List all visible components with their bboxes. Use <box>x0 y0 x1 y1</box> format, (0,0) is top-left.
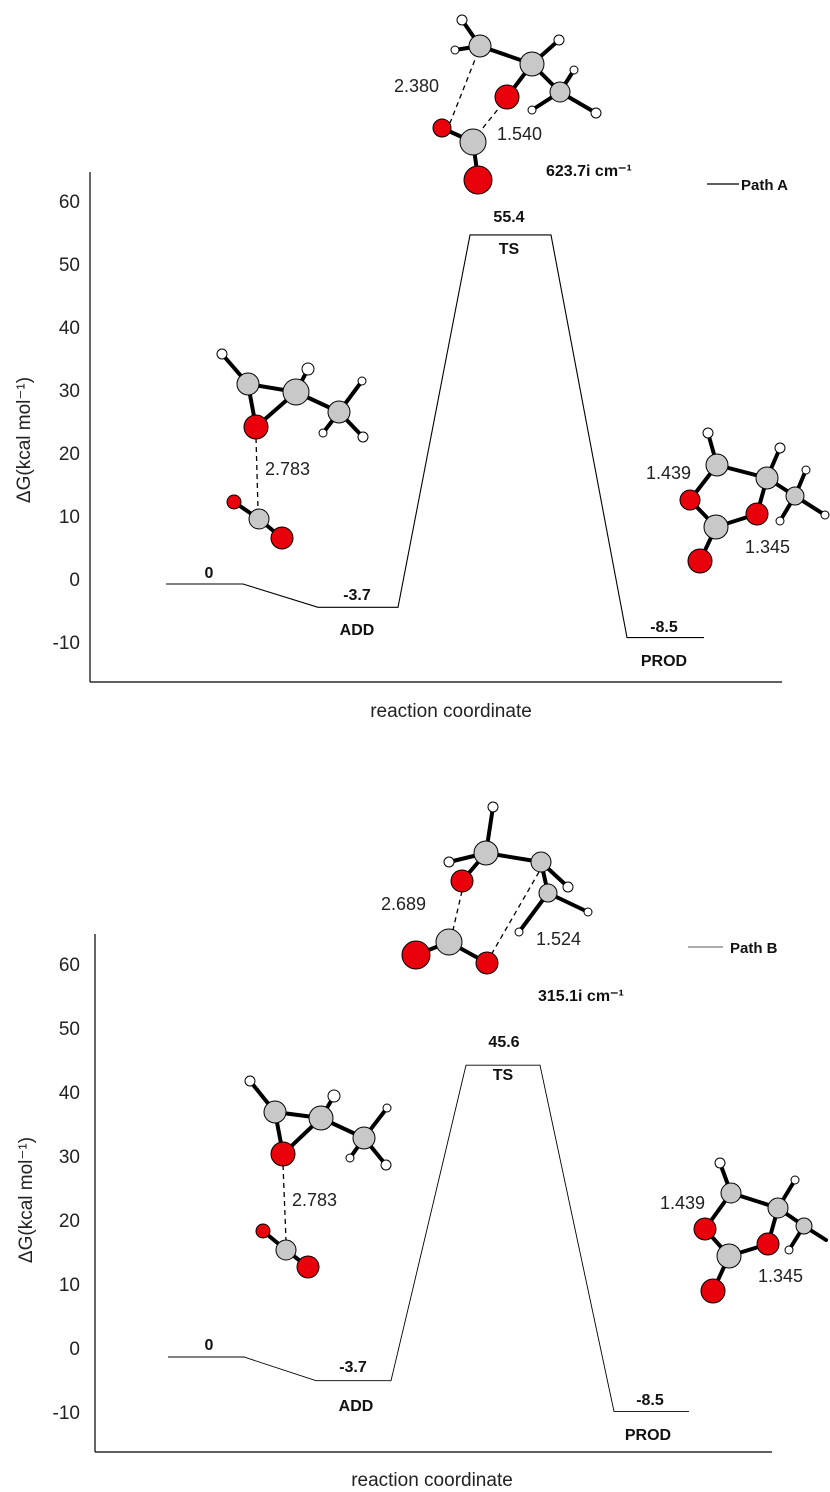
bond-distance: 2.689 <box>381 894 426 914</box>
level-name-add: ADD <box>340 622 375 639</box>
panel-a: 60 50 40 30 20 10 0 -10 ΔG(kcal mol⁻¹) r… <box>14 14 830 722</box>
legend-label: Path A <box>741 177 788 194</box>
energy-profile-line <box>166 234 704 639</box>
y-tick-label: 30 <box>59 381 80 402</box>
level-value-ts: 45.6 <box>488 1034 519 1051</box>
level-value-add: -3.7 <box>343 587 371 604</box>
level-value-prod: -8.5 <box>650 619 678 636</box>
ts-frequency: 315.1i cm⁻¹ <box>538 988 624 1005</box>
y-tick-label: 0 <box>69 570 80 591</box>
y-tick-label: 10 <box>59 507 80 528</box>
panel-b: 60 50 40 30 20 10 0 -10 ΔG(kcal mol⁻¹) r… <box>16 801 828 1491</box>
level-name-prod: PROD <box>641 653 687 670</box>
level-value-r: 0 <box>205 565 214 582</box>
level-value-prod: -8.5 <box>636 1392 664 1409</box>
y-tick-label: -10 <box>53 633 80 654</box>
legend: Path A <box>707 177 788 194</box>
y-tick-label: 0 <box>69 1339 80 1360</box>
y-tick-label: 30 <box>59 1147 80 1168</box>
legend-label: Path B <box>730 940 778 957</box>
level-value-add: -3.7 <box>339 1359 367 1376</box>
y-axis-label: ΔG(kcal mol⁻¹) <box>16 1137 37 1263</box>
x-axis-label: reaction coordinate <box>351 1470 513 1491</box>
level-value-ts: 55.4 <box>493 209 524 226</box>
y-tick-label: 60 <box>59 192 80 213</box>
molecule-prod: 1.439 1.345 <box>646 427 830 574</box>
level-name-add: ADD <box>339 1398 374 1415</box>
y-tick-label: -10 <box>53 1403 80 1424</box>
bond-distance: 2.783 <box>265 459 310 479</box>
y-tick-labels: 60 50 40 30 20 10 0 -10 <box>53 955 80 1424</box>
y-tick-label: 50 <box>59 255 80 276</box>
molecule-add: 2.783 <box>216 348 369 550</box>
bond-distance: 2.380 <box>394 76 439 96</box>
bond-distance: 1.439 <box>660 1193 705 1213</box>
y-tick-labels: 60 50 40 30 20 10 0 -10 <box>53 192 80 654</box>
bond-distance: 1.524 <box>536 929 581 949</box>
y-tick-label: 10 <box>59 1275 80 1296</box>
bond-distance: 1.540 <box>497 124 542 144</box>
level-value-r: 0 <box>205 1337 214 1354</box>
molecule-ts: 2.689 1.524 <box>381 801 593 975</box>
y-tick-label: 60 <box>59 955 80 976</box>
ts-frequency: 623.7i cm⁻¹ <box>546 163 632 180</box>
bond-distance: 1.345 <box>745 537 790 557</box>
bond-distance: 1.345 <box>758 1266 803 1286</box>
legend: Path B <box>688 940 778 957</box>
molecule-prod: 1.439 1.345 <box>660 1157 828 1304</box>
level-name-ts: TS <box>493 1067 514 1084</box>
level-name-prod: PROD <box>625 1427 671 1444</box>
bond-distance: 2.783 <box>292 1190 337 1210</box>
bond-distance: 1.439 <box>646 463 691 483</box>
molecule-ts: 2.380 1.540 <box>394 14 602 195</box>
molecule-add: 2.783 <box>244 1075 392 1279</box>
y-tick-label: 40 <box>59 1083 80 1104</box>
energy-profile-line <box>168 1064 689 1412</box>
y-tick-label: 20 <box>59 444 80 465</box>
y-axis-label: ΔG(kcal mol⁻¹) <box>14 377 35 503</box>
level-name-ts: TS <box>499 241 520 258</box>
x-axis-label: reaction coordinate <box>370 701 532 722</box>
y-tick-label: 20 <box>59 1211 80 1232</box>
y-tick-label: 50 <box>59 1019 80 1040</box>
y-tick-label: 40 <box>59 318 80 339</box>
